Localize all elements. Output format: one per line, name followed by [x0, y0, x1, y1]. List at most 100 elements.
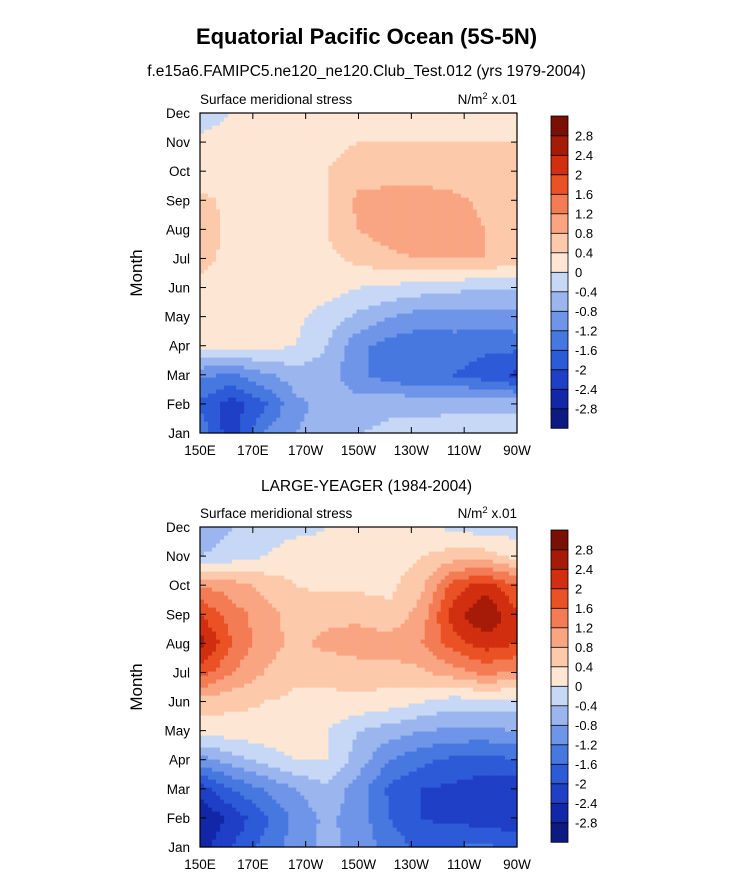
top-contour-cell: [244, 185, 249, 190]
top-contour-cell: [492, 413, 498, 418]
top-contour-cell: [332, 385, 338, 390]
top-contour-cell: [424, 221, 430, 226]
top-contour-cell: [340, 225, 346, 230]
top-contour-cell: [480, 353, 486, 358]
top-contour-cell: [216, 353, 221, 358]
top-contour-cell: [444, 285, 450, 290]
top-contour-cell: [364, 325, 370, 330]
top-contour-cell: [212, 385, 217, 390]
top-contour-cell: [432, 197, 438, 202]
top-contour-cell: [460, 425, 466, 430]
top-contour-cell: [316, 341, 321, 346]
top-contour-cell: [456, 425, 462, 430]
top-contour-cell: [256, 273, 261, 278]
top-contour-cell: [508, 189, 514, 194]
top-contour-cell: [336, 201, 342, 206]
top-contour-cell: [208, 309, 213, 314]
top-contour-cell: [468, 197, 474, 202]
top-contour-cell: [456, 213, 462, 218]
top-contour-cell: [440, 301, 446, 306]
top-contour-cell: [400, 401, 406, 406]
top-contour-cell: [372, 413, 378, 418]
top-contour-cell: [240, 225, 245, 230]
top-contour-cell: [392, 373, 398, 378]
top-contour-cell: [428, 305, 434, 310]
top-contour-cell: [312, 209, 317, 214]
top-contour-cell: [220, 413, 225, 418]
top-contour-cell: [384, 221, 390, 226]
top-contour-cell: [224, 393, 229, 398]
top-contour-cell: [272, 429, 277, 434]
top-contour-cell: [404, 361, 410, 366]
top-contour-cell: [260, 233, 265, 238]
top-contour-cell: [476, 357, 482, 362]
top-contour-cell: [252, 329, 257, 334]
top-contour-cell: [336, 333, 342, 338]
top-contour-cell: [404, 305, 410, 310]
top-contour-cell: [300, 397, 305, 402]
top-contour-cell: [232, 293, 237, 298]
top-contour-cell: [228, 217, 233, 222]
top-contour-cell: [404, 281, 410, 286]
top-contour-cell: [228, 389, 233, 394]
top-contour-cell: [436, 293, 442, 298]
top-contour-cell: [200, 413, 205, 418]
top-contour-cell: [468, 213, 474, 218]
top-contour-cell: [412, 345, 418, 350]
top-contour-cell: [272, 221, 277, 226]
top-contour-cell: [448, 381, 454, 386]
top-contour-cell: [440, 285, 446, 290]
top-contour-cell: [444, 389, 450, 394]
top-contour-cell: [504, 189, 510, 194]
top-contour-cell: [360, 273, 366, 278]
top-contour-cell: [336, 309, 342, 314]
top-contour-cell: [252, 225, 257, 230]
top-contour-cell: [460, 257, 466, 262]
top-contour-cell: [412, 337, 418, 342]
top-contour-cell: [296, 365, 301, 370]
top-contour-cell: [356, 317, 362, 322]
top-contour-cell: [508, 241, 514, 246]
top-contour-cell: [220, 301, 225, 306]
top-contour-cell: [400, 361, 406, 366]
top-contour-cell: [276, 261, 281, 266]
top-contour-cell: [324, 289, 329, 294]
top-contour-cell: [308, 373, 313, 378]
top-contour-cell: [484, 421, 490, 426]
top-contour-cell: [296, 269, 301, 274]
top-contour-cell: [364, 401, 370, 406]
top-contour-cell: [200, 329, 205, 334]
top-contour-cell: [304, 321, 309, 326]
top-contour-cell: [444, 405, 450, 410]
top-contour-cell: [368, 213, 374, 218]
top-contour-cell: [324, 249, 329, 254]
top-contour-cell: [352, 389, 358, 394]
top-contour-cell: [360, 349, 366, 354]
top-contour-cell: [360, 365, 366, 370]
top-contour-cell: [232, 333, 237, 338]
top-contour-cell: [208, 289, 213, 294]
top-contour-cell: [300, 233, 305, 238]
top-contour-cell: [296, 357, 301, 362]
top-contour-cell: [212, 361, 217, 366]
top-contour-cell: [492, 281, 498, 286]
top-contour-cell: [424, 293, 430, 298]
top-contour-cell: [304, 393, 309, 398]
top-contour-cell: [280, 249, 285, 254]
top-contour-cell: [484, 265, 490, 270]
top-contour-cell: [288, 253, 293, 258]
top-contour-cell: [368, 225, 374, 230]
top-contour-cell: [292, 401, 297, 406]
top-contour-cell: [288, 341, 293, 346]
top-contour-cell: [416, 365, 422, 370]
top-contour-cell: [200, 233, 205, 238]
top-contour-cell: [296, 253, 301, 258]
top-contour-cell: [336, 389, 342, 394]
top-contour-cell: [468, 361, 474, 366]
top-contour-cell: [228, 265, 233, 270]
top-contour-cell: [252, 257, 257, 262]
top-contour-cell: [484, 429, 490, 434]
top-contour-cell: [360, 421, 366, 426]
top-contour-cell: [200, 393, 205, 398]
top-contour-cell: [232, 189, 237, 194]
